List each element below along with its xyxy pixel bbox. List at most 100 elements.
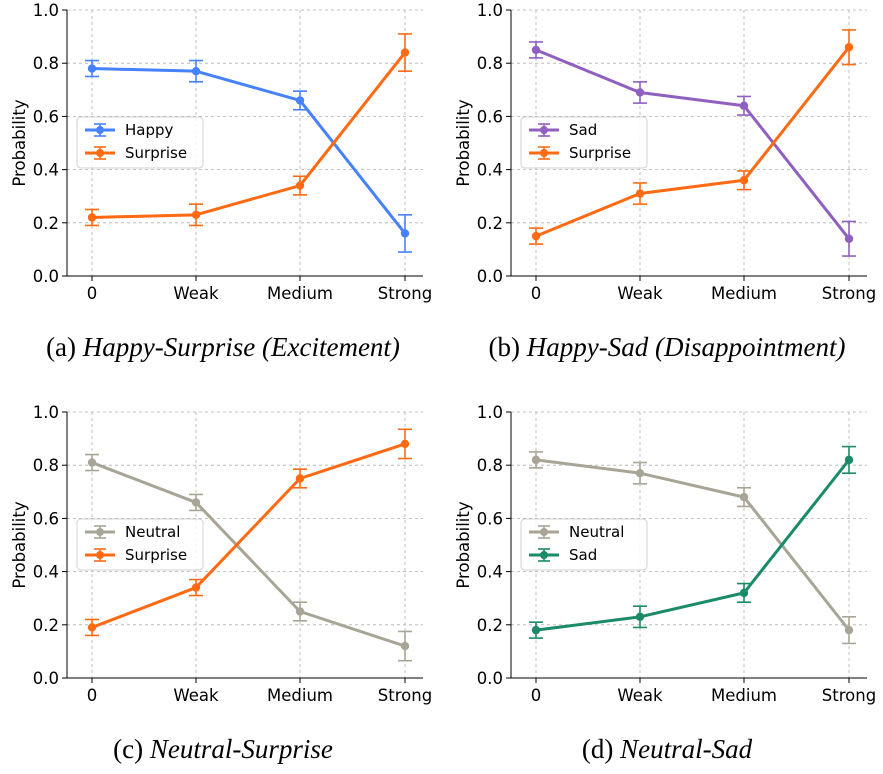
legend-label: Surprise (569, 144, 631, 162)
y-tick-label: 0.8 (477, 456, 503, 475)
y-tick-label: 1.0 (477, 1, 503, 20)
panel-caption-title: Happy-Sad (Disappointment) (526, 332, 846, 362)
y-tick-label: 0.0 (477, 267, 503, 286)
data-point (739, 101, 749, 110)
x-tick-label: Medium (267, 686, 333, 705)
data-point (844, 625, 854, 635)
data-point (400, 439, 410, 449)
legend-label: Surprise (125, 144, 187, 162)
data-point (531, 625, 541, 635)
data-point (739, 492, 749, 502)
legend-swatch-marker (96, 528, 104, 536)
legend-label: Sad (569, 546, 597, 564)
chart-panel-4: 0.0 0.2 0.4 0.6 0.8 1.0 0 Weak Medium Strong Proba… (454, 403, 876, 764)
x-tick-label: Medium (711, 284, 777, 303)
legend-swatch-marker (96, 126, 104, 134)
series-line-happy (91, 67, 407, 235)
data-point (400, 229, 410, 238)
data-point (531, 455, 541, 465)
x-tick-label: Medium (267, 284, 333, 303)
x-tick-label: 0 (531, 686, 542, 705)
data-point (87, 64, 97, 73)
y-tick-label: 0.2 (477, 214, 503, 233)
panel-caption-title: Happy-Surprise (Excitement) (82, 332, 400, 362)
panel-caption-label: (c) (113, 734, 150, 764)
panel-caption: (a) Happy-Surprise (Excitement) (46, 332, 400, 362)
y-tick-label: 0.0 (33, 669, 59, 688)
legend: Neutral Sad (520, 518, 648, 571)
y-tick-label: 0.6 (477, 107, 503, 126)
x-tick-label: Strong (378, 686, 432, 705)
data-point (295, 474, 305, 483)
x-tick-label: 0 (531, 284, 542, 303)
data-point (295, 96, 305, 105)
data-point (844, 234, 854, 243)
y-tick-label: 1.0 (33, 1, 59, 20)
y-tick-label: 0.4 (477, 161, 503, 180)
y-tick-label: 1.0 (33, 403, 59, 422)
data-point (531, 231, 541, 241)
data-point (87, 623, 97, 632)
y-tick-label: 0.6 (33, 509, 59, 528)
data-point (739, 588, 749, 598)
legend: Sad Surprise (520, 116, 648, 169)
y-tick-label: 0.6 (33, 107, 59, 126)
y-axis-label: Probability (454, 99, 473, 186)
x-tick-label: Strong (378, 284, 432, 303)
data-point (191, 498, 201, 507)
data-point (191, 583, 201, 592)
y-axis-label: Probability (10, 99, 29, 186)
series-line-sad (535, 458, 851, 632)
y-tick-label: 0.6 (477, 509, 503, 528)
legend-swatch-marker (540, 149, 548, 157)
data-point (191, 66, 201, 76)
y-tick-label: 0.0 (33, 267, 59, 286)
legend-swatch-marker (540, 126, 548, 134)
data-point (635, 88, 645, 97)
data-point (295, 181, 305, 190)
legend-swatch-marker (96, 149, 104, 157)
y-tick-label: 0.2 (33, 616, 59, 635)
panel-caption: (d) Neutral-Sad (582, 734, 753, 764)
panel-caption-title: Neutral-Surprise (149, 734, 333, 764)
data-point (87, 213, 97, 222)
legend: Happy Surprise (76, 116, 204, 169)
chart-panel-3: 0.0 0.2 0.4 0.6 0.8 1.0 0 Weak Medium Strong Proba… (10, 403, 432, 764)
x-tick-label: 0 (87, 686, 98, 705)
data-point (844, 455, 854, 465)
series-line-surprise (91, 51, 407, 219)
data-point (635, 612, 645, 622)
panel-caption-title: Neutral-Sad (619, 734, 752, 764)
series-line-neutral (535, 458, 851, 632)
data-point (635, 189, 645, 198)
x-tick-label: 0 (87, 284, 98, 303)
data-point (400, 48, 410, 57)
x-tick-label: Weak (617, 284, 663, 303)
data-point (295, 607, 305, 616)
data-point (635, 468, 645, 478)
panel-caption-label: (a) (46, 332, 83, 362)
panel-caption-label: (d) (582, 734, 620, 764)
x-tick-label: Weak (173, 686, 219, 705)
data-point (739, 176, 749, 185)
legend-label: Happy (125, 121, 174, 139)
x-tick-label: Strong (822, 284, 876, 303)
legend-label: Sad (569, 121, 597, 139)
panel-caption: (c) Neutral-Surprise (113, 734, 333, 764)
data-point (844, 43, 854, 52)
legend-label: Neutral (125, 523, 180, 541)
x-tick-label: Weak (617, 686, 663, 705)
x-tick-label: Strong (822, 686, 876, 705)
y-tick-label: 0.4 (33, 563, 59, 582)
data-point (87, 458, 97, 467)
series-line-sad (535, 48, 851, 240)
y-axis-label: Probability (10, 501, 29, 588)
series-line-surprise (535, 46, 851, 238)
chart-panel-2: 0.0 0.2 0.4 0.6 0.8 1.0 0 Weak Medium Strong Proba… (454, 1, 876, 362)
legend: Neutral Surprise (76, 518, 204, 571)
data-point (191, 210, 201, 220)
y-tick-label: 0.8 (33, 54, 59, 73)
x-tick-label: Medium (711, 686, 777, 705)
legend-label: Surprise (125, 546, 187, 564)
